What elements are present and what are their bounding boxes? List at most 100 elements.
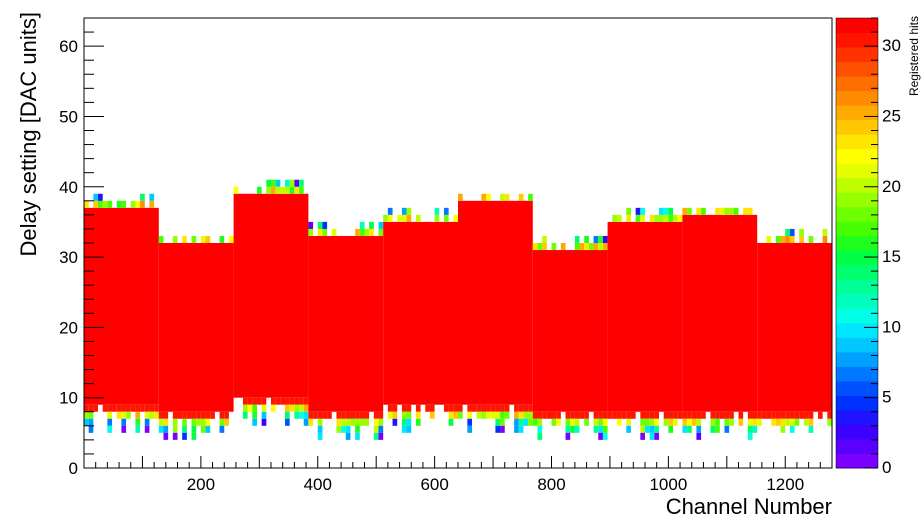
heatmap-cell (747, 425, 753, 433)
heatmap-cell (635, 207, 641, 215)
heatmap-cell (172, 425, 178, 433)
heatmap-cell (425, 404, 430, 412)
heatmap-cell (682, 418, 688, 426)
heatmap-cell (205, 411, 211, 419)
heatmap-cell (560, 243, 566, 251)
heatmap-cell (126, 411, 131, 419)
color-scale-swatch (836, 424, 878, 440)
heatmap-cell (808, 425, 814, 433)
heatmap-cell (752, 418, 758, 426)
heatmap-cell (205, 418, 211, 426)
heatmap-cell (140, 404, 145, 412)
heatmap-cell (191, 418, 197, 426)
heatmap-cell (602, 418, 608, 426)
heatmap-cell (177, 411, 183, 419)
heatmap-cell (467, 404, 473, 412)
heatmap-cell (476, 411, 482, 419)
heatmap-cell (701, 411, 706, 419)
heatmap-cell (598, 425, 603, 433)
heatmap-cell (373, 432, 379, 440)
heatmap-cell (88, 411, 94, 419)
heatmap-cell (182, 235, 187, 243)
heatmap-cell (649, 214, 655, 222)
heatmap-cell (822, 235, 828, 243)
heatmap-core-block (84, 207, 159, 405)
heatmap-cell (780, 425, 786, 433)
heatmap-cell (616, 214, 622, 222)
heatmap-cell (299, 186, 304, 194)
heatmap-cell (687, 411, 692, 419)
heatmap-cell (593, 235, 599, 243)
heatmap-cell (116, 404, 122, 412)
heatmap-cell (757, 418, 762, 426)
heatmap-cell (570, 418, 575, 426)
heatmap-core-block (383, 221, 458, 405)
heatmap-cell (261, 404, 267, 412)
heatmap-cell (219, 418, 225, 426)
heatmap-cell (733, 207, 739, 215)
heatmap-cell (523, 411, 529, 419)
heatmap-cell (504, 411, 510, 419)
heatmap-cell (663, 418, 669, 426)
heatmap-cell (551, 243, 557, 251)
heatmap-cell (682, 411, 688, 419)
heatmap-core-block (233, 193, 309, 398)
heatmap-cell (593, 411, 599, 419)
heatmap-cell (252, 404, 257, 412)
heatmap-cell (687, 425, 692, 433)
heatmap-cell (247, 397, 253, 405)
heatmap-cell (537, 243, 543, 251)
heatmap-cell (476, 404, 482, 412)
heatmap-cell (645, 411, 650, 419)
heatmap-cell (387, 404, 393, 412)
heatmap-cell (345, 411, 351, 419)
heatmap-cell (668, 418, 674, 426)
heatmap-cell (719, 207, 725, 215)
heatmap-cell (158, 411, 164, 419)
heatmap-cell (626, 418, 631, 426)
heatmap-cell (574, 425, 580, 433)
heatmap-cell (387, 411, 393, 419)
heatmap-cell (285, 418, 290, 426)
heatmap-cell (598, 432, 603, 440)
heatmap-cell (626, 411, 631, 419)
heatmap-cell (514, 404, 519, 412)
heatmap-cell (84, 418, 89, 426)
x-axis: 200 400 600 800 1000 1200 (83, 456, 833, 494)
heatmap-core-block (458, 200, 533, 405)
color-scale-swatch (836, 308, 878, 324)
color-scale-swatch (836, 293, 878, 309)
heatmap-cell (775, 418, 781, 426)
heatmap-cell (322, 411, 328, 419)
heatmap-cell (827, 411, 832, 419)
heatmap-cell (649, 425, 655, 433)
heatmap-cell (289, 397, 295, 405)
heatmap-cell (158, 235, 164, 243)
y-tick-label: 30 (59, 248, 78, 267)
color-scale-swatch (836, 61, 878, 77)
heatmap-cell (785, 418, 790, 426)
heatmap-cell (518, 404, 524, 412)
heatmap-cell (308, 411, 314, 419)
heatmap-cell (317, 425, 323, 433)
heatmap-cell (401, 411, 407, 419)
heatmap-cell (495, 425, 501, 433)
heatmap-cell (303, 411, 309, 419)
x-tick-label: 800 (537, 475, 565, 494)
x-tick-label: 1200 (766, 475, 804, 494)
heatmap-cell (640, 411, 645, 419)
heatmap-cell (107, 411, 113, 419)
heatmap-cell (654, 214, 660, 222)
heatmap-cell (518, 193, 524, 201)
heatmap-cell (673, 214, 678, 222)
heatmap-cell (341, 418, 346, 426)
heatmap-cell (719, 411, 725, 419)
heatmap-cell (317, 411, 323, 419)
heatmap-cell (668, 207, 674, 215)
heatmap-cell (715, 425, 720, 433)
color-scale-axis: 0 5 10 15 20 25 30 (864, 17, 901, 477)
heatmap-cell (780, 411, 786, 419)
heatmap-cell (542, 235, 547, 243)
heatmap-cell (570, 425, 575, 433)
heatmap-cell (565, 411, 571, 419)
